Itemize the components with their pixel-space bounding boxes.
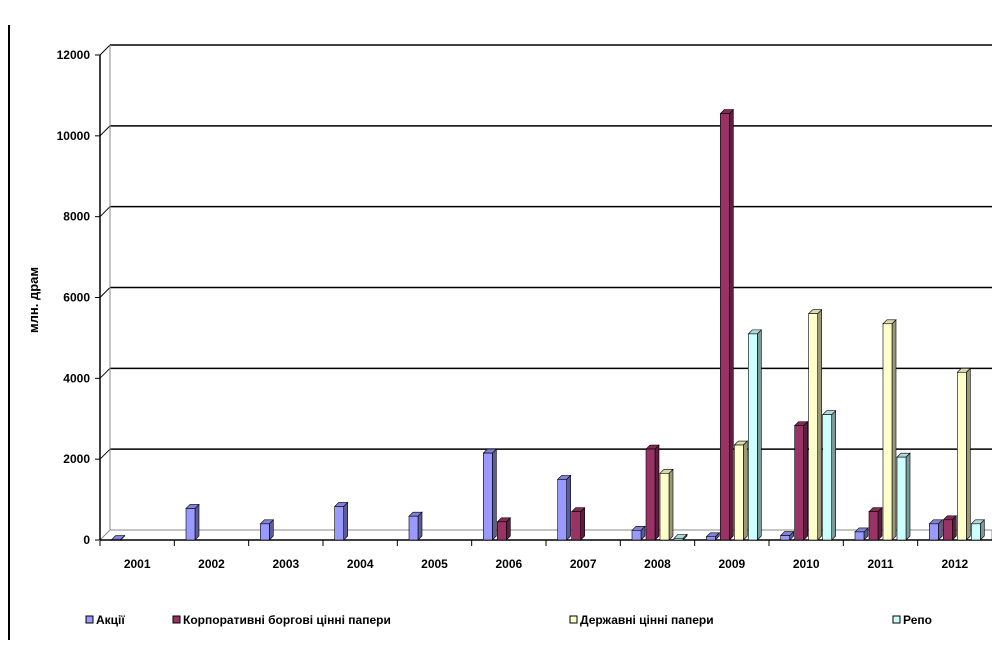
bar-side: [566, 474, 571, 541]
bar: [794, 425, 804, 541]
gridlines: [99, 44, 992, 460]
gridline-depth: [99, 206, 111, 218]
bar: [408, 515, 419, 541]
x-tick-label: 2012: [941, 557, 968, 571]
bar-side: [966, 367, 971, 541]
bar: [111, 539, 121, 541]
y-tick-label: 2000: [63, 452, 90, 466]
gridline-depth: [99, 448, 111, 460]
x-tick-label: 2008: [644, 557, 671, 571]
axes: [98, 45, 992, 541]
bar: [483, 452, 493, 541]
bar-side: [668, 468, 674, 541]
legend-label: Акції: [96, 613, 125, 627]
bar: [497, 521, 507, 541]
bar-side: [729, 108, 734, 541]
x-tick-label: 2011: [867, 557, 893, 571]
bar: [822, 414, 832, 541]
bar: [673, 538, 684, 541]
legend: Акції Корпоративні боргові цінні папери Де…: [85, 613, 932, 627]
y-axis-label: млн. драм: [26, 267, 41, 333]
y-tick-label: 8000: [63, 210, 90, 224]
bar: [260, 523, 270, 541]
bar: [971, 523, 981, 541]
y-tick-label: 0: [83, 533, 90, 547]
legend-label: Репо: [903, 613, 932, 627]
bar-side: [654, 444, 660, 541]
x-tick-label: 2006: [495, 557, 522, 571]
y-tick-label: 4000: [63, 371, 90, 385]
bar: [868, 511, 879, 541]
bar-side: [891, 319, 897, 541]
bar: [748, 333, 758, 541]
y-axis-ticks: 0 2000 4000 6000 8000 10000 12000: [57, 48, 100, 547]
gridline-depth: [99, 125, 111, 137]
x-tick-label: 2004: [347, 557, 374, 571]
x-tick-label: 2001: [124, 557, 151, 571]
bar: [185, 508, 196, 541]
legend-swatch: [172, 615, 181, 624]
bar: [808, 313, 818, 541]
bar: [896, 456, 907, 541]
bar-side: [343, 501, 348, 541]
bar: [720, 113, 730, 541]
x-tick-label: 2005: [421, 557, 448, 571]
gridline-depth: [99, 367, 111, 379]
x-tick-label: 2010: [793, 557, 820, 571]
bar: [334, 506, 344, 541]
legend-swatch: [892, 615, 901, 624]
bar-side: [194, 503, 200, 541]
x-axis-ticks: 2001 2002 2003 2004 2005 2006 2007 2008 2009 2010…: [99, 540, 969, 571]
gridline-depth: [99, 44, 111, 56]
gridline-depth: [99, 287, 111, 298]
bar-side: [743, 440, 748, 541]
bar: [571, 511, 581, 541]
bar-side: [417, 511, 423, 541]
bar: [659, 473, 670, 541]
x-tick-label: 2007: [570, 557, 597, 571]
y-tick-label: 6000: [63, 291, 90, 305]
bar: [780, 535, 790, 541]
bar: [631, 529, 642, 541]
bar-side: [492, 448, 497, 541]
legend-swatch: [85, 615, 94, 624]
legend-label: Корпоративні боргові цінні папери: [183, 613, 391, 627]
x-tick-label: 2002: [198, 557, 225, 571]
bar-side: [580, 506, 585, 541]
y-tick-label: 12000: [57, 48, 91, 62]
bar: [943, 519, 953, 541]
bar: [734, 444, 744, 541]
bar: [854, 531, 865, 541]
bar: [882, 323, 893, 541]
x-tick-label: 2003: [272, 557, 299, 571]
bar: [929, 523, 939, 541]
bars: [110, 108, 986, 541]
bar: [645, 448, 656, 541]
bar: [557, 479, 567, 541]
bar-side: [877, 506, 883, 541]
bar-side: [831, 409, 836, 541]
bar-side: [905, 452, 911, 541]
bar-side: [803, 420, 808, 541]
bar-side: [817, 308, 822, 541]
y-tick-label: 10000: [57, 129, 91, 143]
x-tick-label: 2009: [718, 557, 745, 571]
legend-label: Державні цінні папери: [580, 613, 714, 627]
bar: [957, 371, 967, 541]
bar: [706, 536, 716, 541]
bar-side: [757, 329, 762, 541]
legend-swatch: [569, 615, 578, 624]
